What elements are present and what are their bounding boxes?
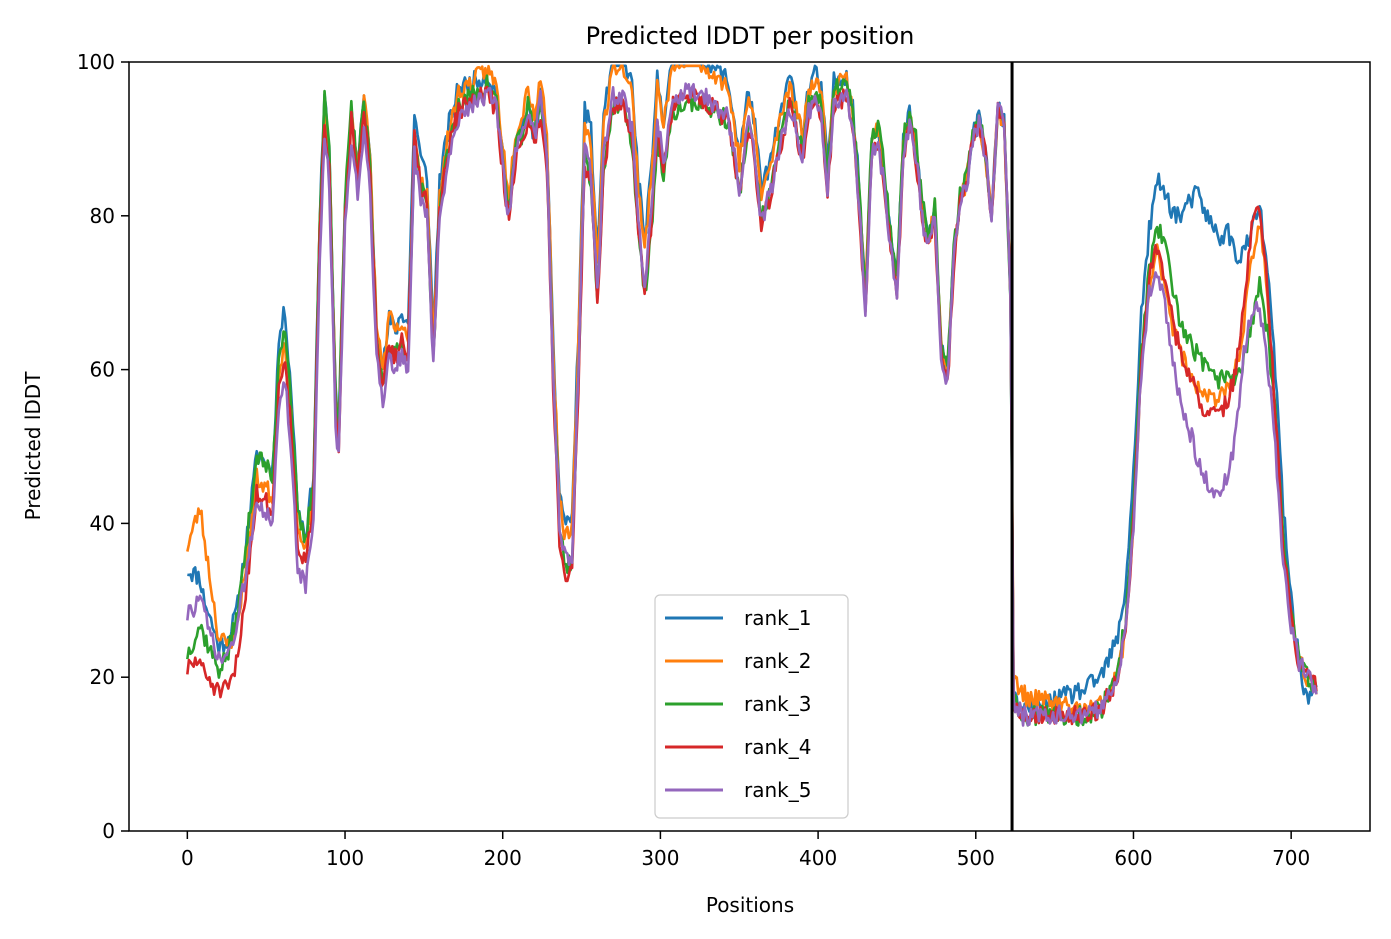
y-tick-label: 60 (90, 358, 115, 382)
legend-label-rank-1: rank_1 (744, 606, 811, 630)
x-tick-label: 700 (1272, 846, 1310, 870)
legend-label-rank-2: rank_2 (744, 649, 811, 673)
x-axis: 0 100 200 300 400 500 600 700 (181, 831, 1310, 870)
x-axis-label: Positions (706, 893, 794, 917)
x-tick-label: 400 (799, 846, 837, 870)
series-lines (186, 64, 1318, 727)
legend-label-rank-5: rank_5 (744, 778, 811, 802)
y-tick-label: 80 (90, 204, 115, 228)
plot-area (128, 61, 1371, 832)
y-tick-label: 0 (102, 819, 115, 843)
legend-label-rank-4: rank_4 (744, 735, 811, 759)
plot-frame (128, 61, 1371, 832)
x-tick-label: 300 (641, 846, 679, 870)
x-tick-label: 100 (326, 846, 364, 870)
y-axis: 0 20 40 60 80 100 (77, 50, 129, 843)
x-tick-label: 600 (1114, 846, 1152, 870)
legend: rank_1 rank_2 rank_3 rank_4 rank_5 (654, 594, 849, 819)
y-tick-label: 40 (90, 511, 115, 535)
y-tick-label: 20 (90, 665, 115, 689)
x-tick-label: 0 (181, 846, 194, 870)
x-tick-label: 200 (484, 846, 522, 870)
series-line-rank-5 (186, 82, 1318, 727)
y-tick-label: 100 (77, 50, 115, 74)
x-tick-label: 500 (957, 846, 995, 870)
y-axis-label: Predicted lDDT (21, 371, 45, 521)
chart-title: Predicted lDDT per position (586, 22, 915, 50)
legend-label-rank-3: rank_3 (744, 692, 811, 716)
legend-frame (654, 594, 849, 819)
